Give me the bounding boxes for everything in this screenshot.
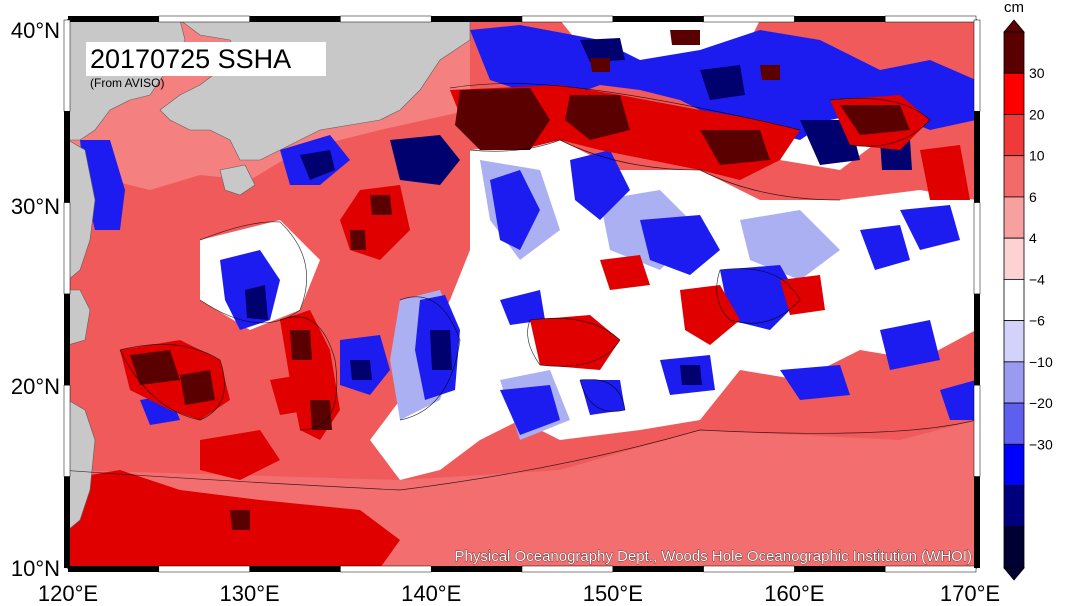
credit-text: Physical Oceanography Dept., Woods Hole …	[455, 548, 972, 565]
colorbar-segment	[1003, 72, 1025, 115]
colorbar-segment	[1003, 196, 1025, 239]
lat-label-30: 30°N	[11, 194, 60, 219]
positive-anomaly-extreme	[130, 30, 910, 530]
colorbar-unit: cm	[1004, 0, 1024, 16]
lon-label-140: 140°E	[401, 581, 461, 606]
colorbar-segment	[1003, 402, 1025, 445]
land-china-coast	[68, 139, 96, 281]
colorbar-label: 30	[1029, 65, 1045, 81]
colorbar-label: 4	[1029, 230, 1037, 246]
lon-label-170: 170°E	[940, 581, 1000, 606]
colorbar-segment	[1003, 237, 1025, 280]
lon-label-130: 130°E	[220, 581, 280, 606]
map-panel	[68, 20, 976, 568]
colorbar-segment	[1003, 320, 1025, 363]
colorbar-segment	[1003, 114, 1025, 157]
land-taiwan	[68, 289, 91, 346]
map-title: 20170725 SSHA	[90, 44, 291, 74]
colorbar-segment	[1003, 361, 1025, 404]
colorbar-segment	[1003, 278, 1025, 322]
lat-label-10: 10°N	[11, 556, 60, 581]
colorbar-segment	[1003, 526, 1025, 569]
lon-label-120: 120°E	[38, 581, 98, 606]
colorbar-segment	[1003, 155, 1025, 198]
frame-ticks-right	[973, 19, 981, 568]
lat-label-40: 40°N	[11, 18, 60, 43]
lon-label-160: 160°E	[764, 581, 824, 606]
lon-axis-labels: 120°E 130°E 140°E 150°E 160°E 170°E	[38, 581, 1000, 606]
title-box	[86, 42, 326, 76]
map-subtitle: (From AVISO)	[90, 76, 164, 90]
colorbar-label: −30	[1029, 436, 1053, 452]
lat-axis-labels: 10°N 20°N 30°N 40°N	[11, 18, 60, 581]
colorbar-label: 6	[1029, 189, 1037, 205]
frame-ticks-bottom	[68, 565, 977, 573]
colorbar-label: −10	[1029, 354, 1053, 370]
colorbar-segment	[1003, 485, 1025, 528]
frame-ticks-top	[68, 15, 977, 23]
contour-lines	[68, 83, 976, 491]
colorbar-segment	[1003, 443, 1025, 486]
lat-label-20: 20°N	[11, 374, 60, 399]
lon-label-150: 150°E	[583, 581, 643, 606]
colorbar-label: −20	[1029, 395, 1053, 411]
colorbar-label: 20	[1029, 106, 1045, 122]
colorbar-label: −4	[1029, 271, 1045, 287]
land-philippines	[68, 399, 96, 531]
colorbar-top-arrow	[1003, 19, 1025, 33]
land-kyushu	[219, 164, 256, 196]
colorbar-segment	[1003, 31, 1025, 74]
colorbar: 30 20 10 6 4 −4 −6 −10 −20 −30	[1003, 19, 1053, 581]
colorbar-bottom-arrow	[1003, 567, 1025, 581]
colorbar-label: 10	[1029, 148, 1045, 164]
negative-anomaly-dark	[245, 38, 912, 385]
frame-ticks-left	[63, 19, 71, 568]
colorbar-label: −6	[1029, 313, 1045, 329]
